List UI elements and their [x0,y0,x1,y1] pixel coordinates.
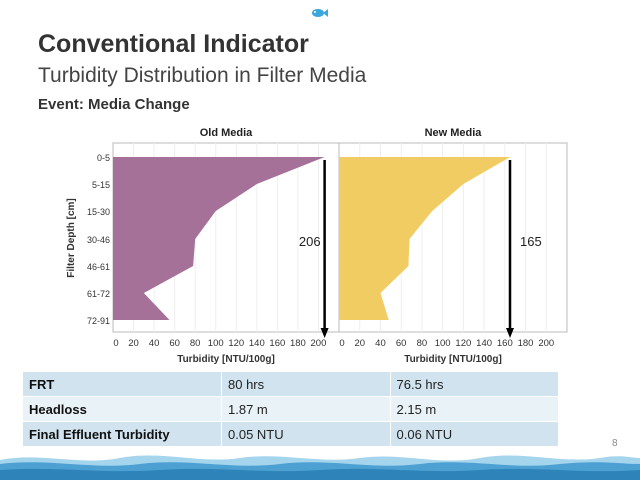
x-tick-label: 100 [208,338,224,349]
x-axis-label: Turbidity [NTU/100g] [404,354,502,365]
table-row: Final Effluent Turbidity 0.05 NTU 0.06 N… [22,421,559,447]
x-tick-label: 100 [435,338,451,349]
row-label: Headloss [22,396,222,422]
title-background [398,124,508,142]
y-tick-label: 0-5 [97,153,110,163]
y-tick-label: 72-91 [87,316,110,326]
new-value: 2.15 m [389,396,559,422]
new-value: 0.06 NTU [389,421,559,447]
x-tick-label: 160 [497,338,513,349]
y-tick-label: 30-46 [87,235,110,245]
y-tick-label: 15-30 [87,207,110,217]
x-tick-label: 80 [190,338,201,349]
x-tick-label: 0 [339,338,344,349]
old-value: 80 hrs [221,371,391,397]
old-value: 1.87 m [221,396,391,422]
x-tick-label: 20 [128,338,139,349]
old-value: 0.05 NTU [221,421,391,447]
annotation-value: 165 [520,234,542,249]
row-label: FRT [22,371,222,397]
fish-logo-icon [312,9,328,17]
x-tick-label: 60 [169,338,180,349]
old-media-chart: 0-5 5-15 15-30 30-46 46-61 61-72 72-91 0 20 40 60 8… [87,127,340,365]
table-row: FRT 80 hrs 76.5 hrs [22,371,559,397]
x-tick-label: 60 [396,338,407,349]
arrow-head [320,328,329,338]
x-tick-label: 160 [269,338,285,349]
y-tick-label: 61-72 [87,289,110,299]
event-label: Event: Media Change [38,96,190,113]
new-media-chart: 0 20 40 60 80 100 120 140 160 180 200 Turbidity [NT… [338,124,568,365]
new-value: 76.5 hrs [389,371,559,397]
x-tick-label: 200 [311,338,327,349]
comparison-table: FRT 80 hrs 76.5 hrs Headloss 1.87 m 2.15… [22,371,559,447]
x-axis-label: Turbidity [NTU/100g] [177,354,275,365]
arrow-head [506,328,514,338]
x-tick-label: 140 [476,338,492,349]
x-tick-label: 120 [228,338,244,349]
x-tick-label: 180 [518,338,534,349]
x-tick-label: 200 [538,338,554,349]
panel-title: New Media [425,127,483,139]
x-tick-label: 40 [149,338,160,349]
y-tick-label: 5-15 [92,180,110,190]
page-subtitle: Turbidity Distribution in Filter Media [38,64,367,87]
panel-title: Old Media [200,127,253,139]
water-wave-decoration [0,455,640,480]
x-tick-label: 80 [417,338,428,349]
page-title: Conventional Indicator [38,30,309,58]
y-tick-label: 46-61 [87,262,110,272]
y-axis-label: Filter Depth [cm] [66,198,77,277]
x-tick-label: 20 [354,338,365,349]
table-row: Headloss 1.87 m 2.15 m [22,396,559,422]
x-tick-label: 120 [455,338,471,349]
data-area [113,157,325,320]
x-tick-label: 140 [249,338,265,349]
row-label: Final Effluent Turbidity [22,421,222,447]
data-area [339,157,510,320]
x-tick-label: 40 [375,338,386,349]
annotation-value: 206 [299,234,321,249]
x-tick-label: 0 [113,338,118,349]
page-number: 8 [612,438,618,449]
x-tick-label: 180 [290,338,306,349]
turbidity-charts: 0-5 5-15 15-30 30-46 46-61 61-72 72-91 0 20 40 60 8… [66,124,568,365]
